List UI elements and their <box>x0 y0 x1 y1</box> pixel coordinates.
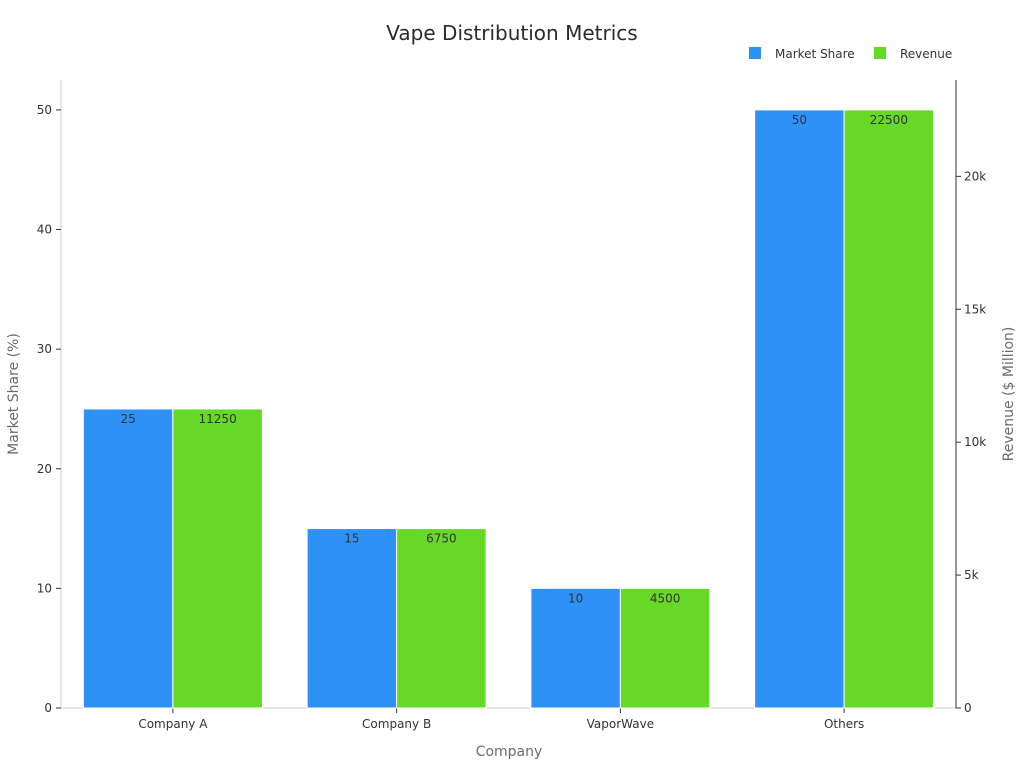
legend-swatch-revenue <box>874 47 886 59</box>
data-label: 4500 <box>650 591 681 605</box>
data-label: 6750 <box>426 532 457 546</box>
y-tick-label: 50 <box>37 103 52 117</box>
y-tick-label: 40 <box>37 223 52 237</box>
bar-market-share-company-a <box>82 408 174 709</box>
y-tick-label: 30 <box>37 342 52 356</box>
bar-revenue-company-b <box>396 528 487 709</box>
data-label: 10 <box>568 591 583 605</box>
bar-market-share-vaporwave <box>530 587 621 709</box>
y-axis-label: Market Share (%) <box>6 333 22 455</box>
x-axis-label: Company <box>476 744 543 760</box>
y-tick-label: 0 <box>44 701 52 715</box>
bar-revenue-others <box>843 109 935 709</box>
y2-tick-label: 0 <box>964 701 972 715</box>
x-tick-label: Company B <box>362 717 431 731</box>
bar-market-share-company-b <box>306 528 398 709</box>
y-tick-label: 10 <box>37 581 52 595</box>
data-label: 22500 <box>870 113 908 127</box>
y2-tick-label: 20k <box>964 169 986 183</box>
y2-tick-label: 5k <box>964 568 979 582</box>
x-tick-label: VaporWave <box>587 717 654 731</box>
bar-revenue-company-a <box>172 408 263 709</box>
legend-swatch-market-share <box>749 47 761 59</box>
data-label: 15 <box>344 532 359 546</box>
legend-label-market-share: Market Share <box>775 47 855 61</box>
legend: Market Share Revenue <box>749 47 952 61</box>
data-label: 50 <box>792 113 807 127</box>
legend-label-revenue: Revenue <box>900 47 952 61</box>
x-tick-label: Company A <box>138 717 208 731</box>
data-labels: 25 11250 15 6750 10 4500 50 22500 <box>120 113 907 605</box>
bar-market-share-others <box>754 109 845 709</box>
chart-title: Vape Distribution Metrics <box>386 21 637 45</box>
data-label: 11250 <box>199 412 237 426</box>
data-label: 25 <box>120 412 135 426</box>
y2-axis-label: Revenue ($ Million) <box>1001 327 1017 462</box>
x-tick-label: Others <box>824 717 864 731</box>
bar-revenue-vaporwave <box>619 587 711 709</box>
y-tick-label: 20 <box>37 462 52 476</box>
y2-tick-label: 10k <box>964 435 986 449</box>
y2-tick-label: 15k <box>964 302 986 316</box>
bars <box>82 109 935 709</box>
